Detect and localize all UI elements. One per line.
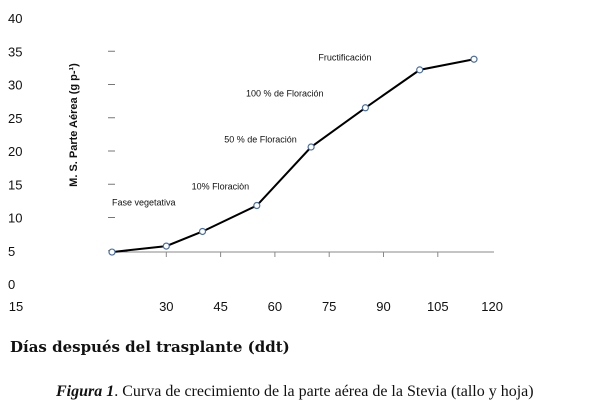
x-tick-label: 30 — [159, 299, 173, 314]
y-axis: 0 5 10 15 20 25 30 35 40 — [8, 11, 115, 292]
x-tick-label: 45 — [213, 299, 227, 314]
data-point — [162, 242, 170, 250]
x-axis-title: Días después del trasplante (ddt) — [10, 338, 290, 356]
data-point — [470, 55, 478, 63]
y-tick-label: 40 — [8, 11, 22, 26]
growth-chart: 0 5 10 15 20 25 30 35 40 15 30 45 60 75 90 105 120 M. S… — [8, 11, 503, 314]
series-line — [111, 58, 475, 254]
stage-annotation: Fase vegetativa — [112, 198, 176, 208]
stage-annotation: 10% Floraciòn — [192, 182, 250, 192]
y-tick-label: 15 — [8, 177, 22, 192]
y-tick-label: 20 — [8, 144, 22, 159]
y-tick-label: 10 — [8, 211, 22, 226]
x-tick-label: 90 — [376, 299, 390, 314]
y-tick-label: 30 — [8, 78, 22, 93]
data-point — [108, 248, 116, 256]
data-point — [361, 104, 369, 112]
y-axis-label: M. S. Parte Aérea (g p-¹) — [68, 63, 80, 187]
stage-annotation: 100 % de Floración — [246, 88, 324, 98]
x-tick-label: 15 — [9, 299, 23, 314]
x-tick-label: 60 — [268, 299, 282, 314]
data-points — [108, 55, 478, 256]
x-tick-label: 120 — [481, 299, 503, 314]
y-tick-label: 0 — [8, 277, 15, 292]
annotations: Fase vegetativa 10% Floraciòn 50 % de Flor… — [112, 53, 371, 208]
data-point — [198, 227, 207, 236]
data-point — [253, 201, 261, 210]
data-point — [307, 143, 315, 151]
figure-label: Figura 1 — [56, 383, 115, 400]
y-tick-label: 35 — [8, 44, 22, 59]
y-tick-label: 25 — [8, 111, 22, 126]
figure-caption: Figura 1. Curva de crecimiento de la par… — [56, 383, 596, 401]
y-tick-label: 5 — [8, 244, 15, 259]
x-axis: 15 30 45 60 75 90 105 120 — [9, 251, 503, 314]
data-point — [416, 66, 424, 74]
figure-caption-text: . Curva de crecimiento de la parte aérea… — [114, 383, 534, 400]
stage-annotation: Fructificación — [318, 53, 371, 63]
x-tick-label: 75 — [322, 299, 336, 314]
stage-annotation: 50 % de Floración — [224, 134, 297, 144]
x-tick-label: 105 — [427, 299, 449, 314]
